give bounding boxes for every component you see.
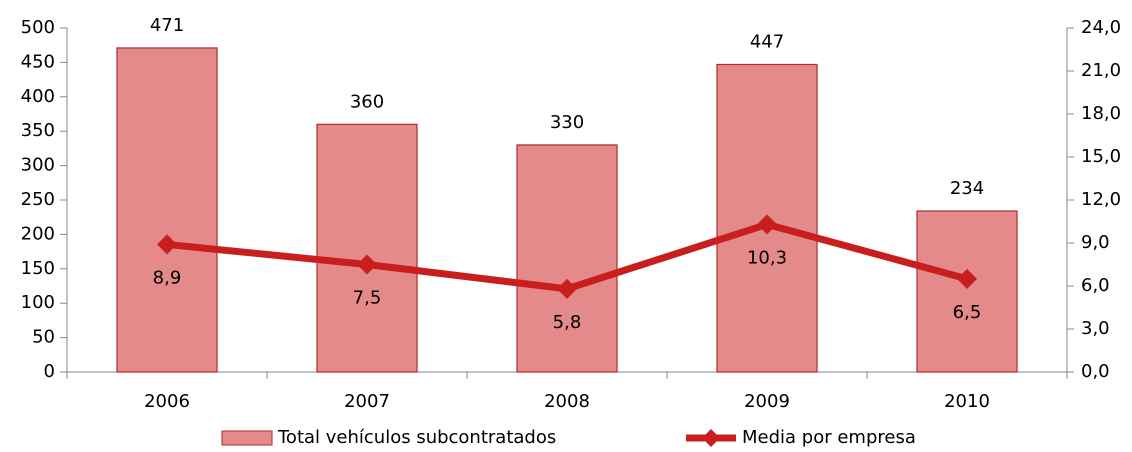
y-tick-label: 150 — [21, 258, 55, 279]
y-tick-label: 300 — [21, 155, 55, 176]
bar-value-label: 330 — [550, 112, 584, 133]
y-tick-label: 200 — [21, 223, 55, 244]
bar — [916, 210, 1018, 373]
y2-tick-label: 21,0 — [1081, 60, 1121, 81]
legend-swatch — [221, 430, 273, 446]
bar — [516, 144, 618, 373]
line-marker — [957, 268, 977, 289]
legend-marker — [702, 429, 720, 447]
bar-value-label: 360 — [350, 91, 384, 112]
line-marker — [557, 278, 577, 299]
x-tick-label: 2006 — [144, 391, 190, 412]
line-value-label: 6,5 — [953, 302, 982, 323]
y-tick-label: 250 — [21, 189, 55, 210]
y-tick-label: 500 — [21, 17, 55, 38]
line-marker — [357, 254, 377, 275]
x-tick-label: 2009 — [744, 391, 790, 412]
y-tick-label: 0 — [44, 361, 55, 382]
y2-tick-label: 18,0 — [1081, 103, 1121, 124]
y-tick-label: 100 — [21, 292, 55, 313]
y2-tick-label: 3,0 — [1081, 318, 1110, 339]
y2-tick-label: 0,0 — [1081, 361, 1110, 382]
line-value-label: 7,5 — [353, 288, 382, 309]
bar — [116, 47, 218, 373]
y2-tick-label: 24,0 — [1081, 17, 1121, 38]
y-tick-label: 50 — [32, 327, 55, 348]
line-value-label: 8,9 — [153, 267, 182, 288]
x-tick-label: 2008 — [544, 391, 590, 412]
y-tick-label: 400 — [21, 86, 55, 107]
line-value-label: 10,3 — [747, 247, 787, 268]
legend-label: Media por empresa — [742, 427, 916, 448]
line-value-label: 5,8 — [553, 312, 582, 333]
y2-tick-label: 12,0 — [1081, 189, 1121, 210]
bar — [316, 123, 418, 373]
bar-value-label: 471 — [150, 15, 184, 36]
line-marker — [157, 234, 177, 255]
y2-tick-label: 6,0 — [1081, 275, 1110, 296]
x-tick-label: 2010 — [944, 391, 990, 412]
y-tick-label: 350 — [21, 120, 55, 141]
line-marker — [757, 214, 777, 235]
bar-value-label: 447 — [750, 31, 784, 52]
y2-tick-label: 15,0 — [1081, 146, 1121, 167]
x-tick-label: 2007 — [344, 391, 390, 412]
bar-value-label: 234 — [950, 178, 984, 199]
y-tick-label: 450 — [21, 51, 55, 72]
y2-tick-label: 9,0 — [1081, 232, 1110, 253]
legend-label: Total vehículos subcontratados — [277, 427, 556, 448]
